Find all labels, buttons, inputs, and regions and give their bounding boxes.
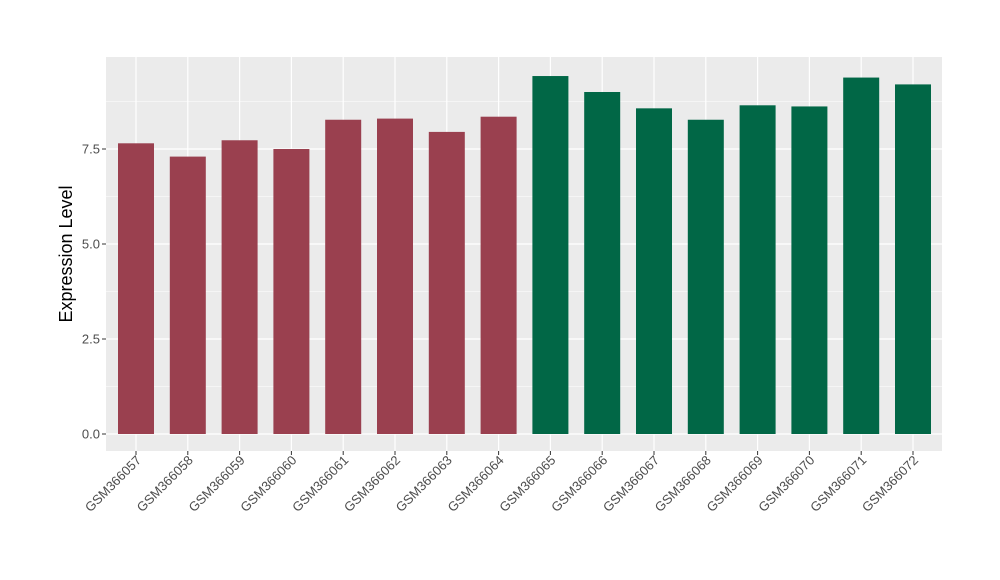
- bar-GSM366058: [169, 156, 206, 434]
- bar-GSM366059: [221, 140, 258, 434]
- y-tick-label: 2.5: [82, 332, 100, 347]
- bar-GSM366071: [843, 77, 880, 434]
- y-tick-label: 7.5: [82, 142, 100, 157]
- bar-GSM366072: [895, 84, 931, 435]
- bar-GSM366063: [428, 131, 465, 434]
- bars: [118, 76, 931, 435]
- bar-GSM366070: [791, 106, 828, 434]
- bar-GSM366068: [687, 119, 724, 435]
- y-tick-label: 0.0: [82, 427, 100, 442]
- bar-GSM366066: [584, 92, 621, 434]
- bar-GSM366067: [636, 108, 672, 434]
- y-axis-title: Expression Level: [56, 185, 76, 322]
- y-axis: 0.0 2.5 5.0 7.5: [82, 142, 106, 442]
- bar-GSM366065: [532, 76, 569, 434]
- x-axis: GSM366057GSM366058GSM366059GSM366060GSM3…: [82, 451, 921, 515]
- bar-GSM366060: [273, 149, 310, 434]
- y-tick-label: 5.0: [82, 237, 100, 252]
- bar-GSM366069: [739, 105, 776, 435]
- bar-GSM366057: [118, 143, 154, 435]
- bar-GSM366064: [480, 116, 517, 434]
- x-tick-label: GSM366072: [859, 453, 921, 515]
- bar-GSM366061: [325, 119, 362, 435]
- bar-GSM366062: [377, 118, 413, 434]
